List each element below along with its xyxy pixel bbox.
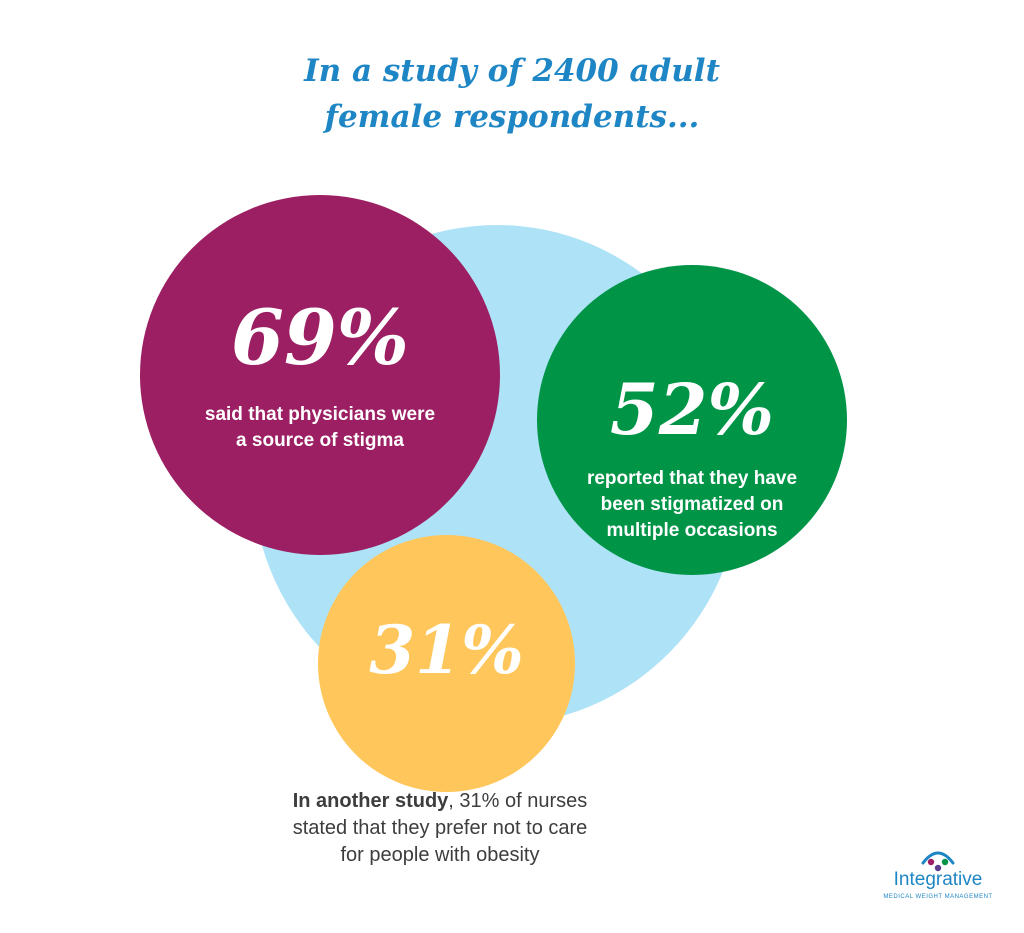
brand-logo: Integrative MEDICAL WEIGHT MANAGEMENT xyxy=(878,843,998,913)
stat-value-69: 69% xyxy=(231,293,409,382)
stat-circle-52 xyxy=(537,265,847,575)
stat-value-31: 31% xyxy=(369,611,524,689)
stat-description-69: said that physicians were a source of st… xyxy=(160,402,480,454)
footnote-line-2: stated that they prefer not to care xyxy=(292,817,588,839)
stat-value-52: 52% xyxy=(610,368,774,451)
title-line-1: In a study of 2400 adult xyxy=(304,53,720,89)
footnote-emphasis: In another study xyxy=(292,790,449,812)
people-arc-icon xyxy=(921,851,955,872)
stat-description-line: been stigmatized on xyxy=(600,494,784,515)
stat-description-52: reported that they have been stigmatized… xyxy=(547,466,837,544)
stat-circle-31 xyxy=(318,535,575,792)
footnote-line-1: In another study, 31% of nurses xyxy=(200,788,680,815)
stat-description-line: a source of stigma xyxy=(236,430,404,451)
stat-description-line: reported that they have xyxy=(586,468,798,489)
title-line-2: female respondents... xyxy=(324,99,700,135)
footnote-line-3: for people with obesity xyxy=(340,844,540,866)
logo-name: Integrative xyxy=(893,869,983,890)
page-title: In a study of 2400 adult female responde… xyxy=(0,48,1024,140)
stat-description-line: said that physicians were xyxy=(204,404,436,425)
footnote: In another study, 31% of nurses stated t… xyxy=(200,788,680,869)
logo-tagline: MEDICAL WEIGHT MANAGEMENT xyxy=(883,894,993,900)
stat-circle-69 xyxy=(140,195,500,555)
footnote-line-1-rest: , 31% of nurses xyxy=(448,790,588,812)
stat-description-line: multiple occasions xyxy=(606,520,778,541)
